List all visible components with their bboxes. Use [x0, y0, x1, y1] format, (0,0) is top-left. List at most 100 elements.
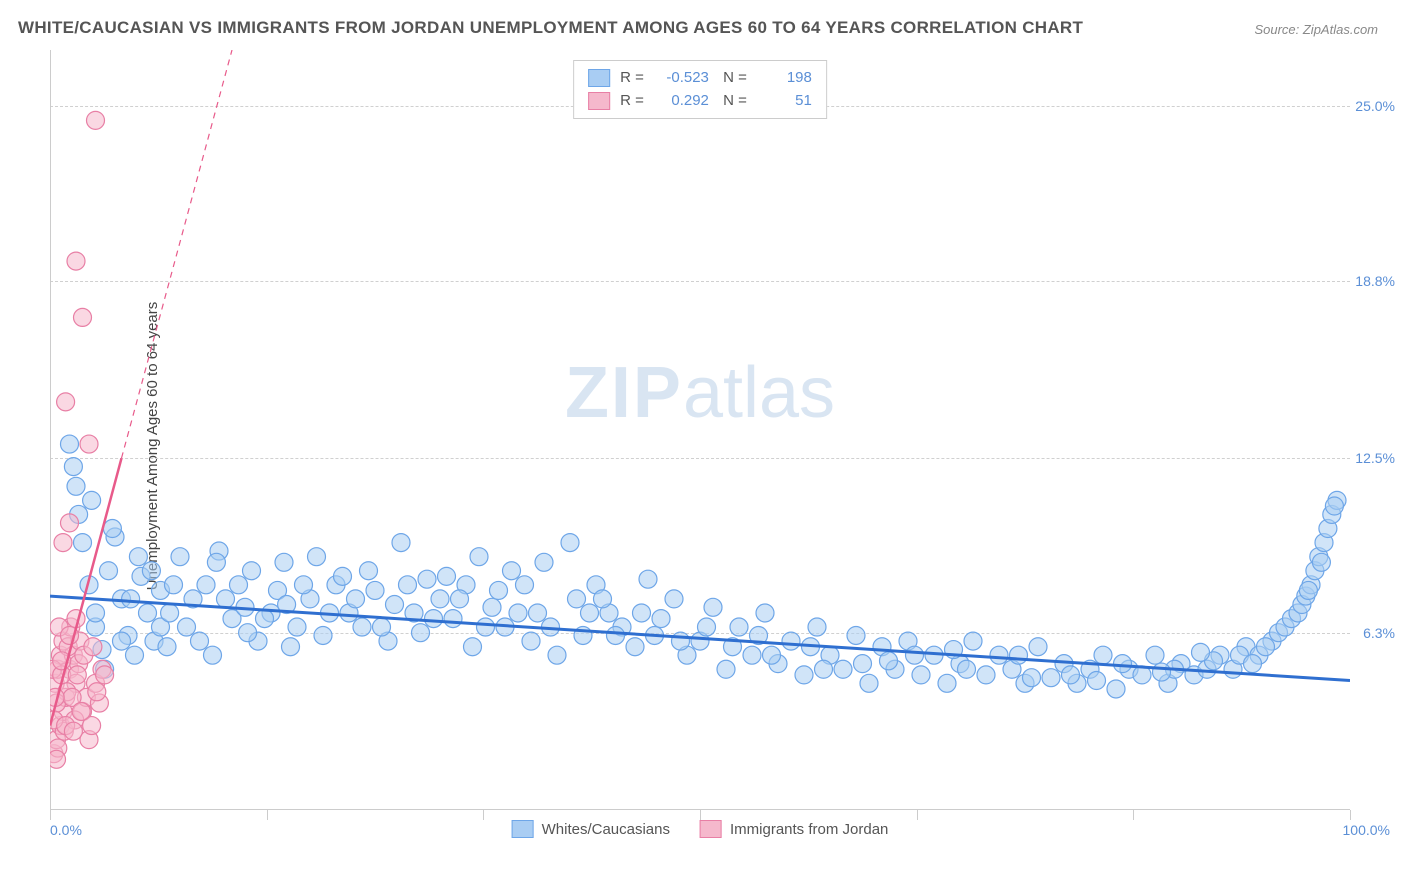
scatter-point — [68, 666, 86, 684]
scatter-point — [275, 553, 293, 571]
scatter-point — [61, 514, 79, 532]
scatter-point — [74, 534, 92, 552]
trend-line-dashed — [122, 50, 233, 458]
scatter-point — [704, 598, 722, 616]
scatter-point — [782, 632, 800, 650]
scatter-point — [1114, 655, 1132, 673]
scatter-point — [522, 632, 540, 650]
scatter-point — [399, 576, 417, 594]
scatter-point — [418, 570, 436, 588]
scatter-point — [938, 674, 956, 692]
scatter-point — [815, 660, 833, 678]
scatter-point — [1042, 669, 1060, 687]
y-tick-label: 6.3% — [1363, 625, 1395, 641]
scatter-point — [880, 652, 898, 670]
scatter-point — [171, 548, 189, 566]
scatter-point — [217, 590, 235, 608]
scatter-point — [1023, 669, 1041, 687]
scatter-point — [83, 491, 101, 509]
scatter-point — [126, 646, 144, 664]
scatter-point — [756, 604, 774, 622]
scatter-point — [561, 534, 579, 552]
y-tick-label: 18.8% — [1355, 273, 1395, 289]
scatter-point — [197, 576, 215, 594]
chart-source: Source: ZipAtlas.com — [1254, 22, 1378, 37]
scatter-point — [353, 618, 371, 636]
scatter-point — [1257, 638, 1275, 656]
y-tick-label: 25.0% — [1355, 98, 1395, 114]
scatter-point — [191, 632, 209, 650]
scatter-point — [906, 646, 924, 664]
scatter-point — [834, 660, 852, 678]
scatter-point — [698, 618, 716, 636]
legend-swatch-0 — [588, 69, 610, 87]
scatter-point — [1029, 638, 1047, 656]
scatter-point — [80, 435, 98, 453]
scatter-point — [122, 590, 140, 608]
scatter-point — [373, 618, 391, 636]
scatter-point — [204, 646, 222, 664]
scatter-point — [633, 604, 651, 622]
scatter-point — [207, 553, 225, 571]
scatter-svg — [50, 50, 1350, 830]
scatter-point — [535, 553, 553, 571]
scatter-point — [1153, 663, 1171, 681]
scatter-point — [1299, 581, 1317, 599]
scatter-point — [730, 618, 748, 636]
legend-row-series-0: R =-0.523 N =198 — [588, 67, 812, 90]
scatter-point — [490, 581, 508, 599]
scatter-point — [1312, 553, 1330, 571]
scatter-point — [308, 548, 326, 566]
scatter-point — [84, 638, 102, 656]
scatter-point — [1325, 497, 1343, 515]
scatter-point — [178, 618, 196, 636]
scatter-point — [503, 562, 521, 580]
scatter-point — [1062, 666, 1080, 684]
scatter-point — [470, 548, 488, 566]
scatter-point — [100, 562, 118, 580]
x-tick — [1350, 810, 1351, 820]
scatter-point — [386, 596, 404, 614]
scatter-point — [1094, 646, 1112, 664]
scatter-point — [96, 666, 114, 684]
scatter-point — [860, 674, 878, 692]
scatter-point — [529, 604, 547, 622]
scatter-point — [67, 477, 85, 495]
scatter-point — [652, 610, 670, 628]
scatter-point — [239, 624, 257, 642]
scatter-point — [639, 570, 657, 588]
plot-area: ZIPatlas 0.0% 100.0% R =-0.523 N =198 R … — [50, 50, 1350, 830]
scatter-point — [50, 750, 66, 768]
scatter-point — [1192, 643, 1210, 661]
scatter-point — [854, 655, 872, 673]
scatter-point — [230, 576, 248, 594]
scatter-point — [113, 632, 131, 650]
scatter-point — [548, 646, 566, 664]
scatter-point — [142, 562, 160, 580]
scatter-point — [672, 632, 690, 650]
scatter-point — [581, 604, 599, 622]
y-tick-label: 12.5% — [1355, 450, 1395, 466]
scatter-point — [366, 581, 384, 599]
scatter-point — [451, 590, 469, 608]
scatter-point — [808, 618, 826, 636]
scatter-point — [795, 666, 813, 684]
chart-title: WHITE/CAUCASIAN VS IMMIGRANTS FROM JORDA… — [18, 18, 1083, 38]
scatter-point — [67, 252, 85, 270]
scatter-point — [139, 604, 157, 622]
scatter-point — [158, 638, 176, 656]
scatter-point — [72, 702, 90, 720]
scatter-point — [743, 646, 761, 664]
scatter-point — [516, 576, 534, 594]
scatter-point — [1107, 680, 1125, 698]
scatter-point — [990, 646, 1008, 664]
scatter-point — [977, 666, 995, 684]
scatter-point — [912, 666, 930, 684]
scatter-point — [103, 520, 121, 538]
scatter-point — [87, 604, 105, 622]
scatter-point — [61, 435, 79, 453]
legend-swatch-1 — [588, 92, 610, 110]
scatter-point — [464, 638, 482, 656]
scatter-point — [847, 626, 865, 644]
scatter-point — [763, 646, 781, 664]
